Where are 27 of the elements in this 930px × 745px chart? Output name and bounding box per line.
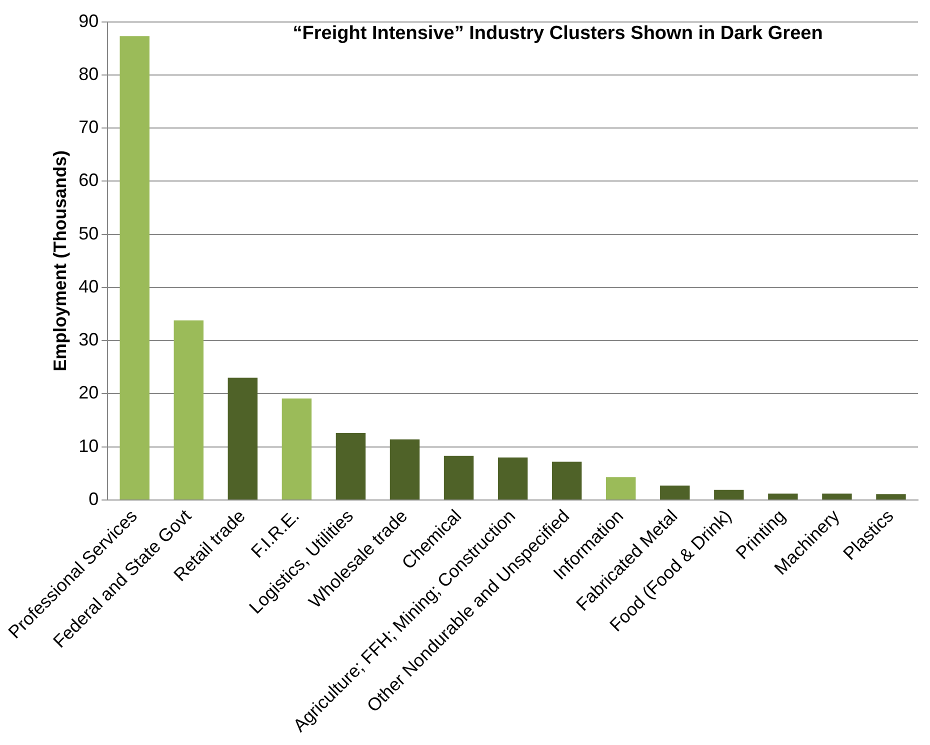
bar xyxy=(174,320,204,500)
bar xyxy=(768,494,798,500)
y-tick-label: 40 xyxy=(78,276,99,296)
bar xyxy=(552,462,582,500)
y-tick-label: 50 xyxy=(78,223,99,244)
y-tick-label: 30 xyxy=(78,330,99,350)
bar xyxy=(228,378,258,500)
bar xyxy=(660,486,690,500)
y-tick-label: 60 xyxy=(78,170,99,190)
y-tick-label: 20 xyxy=(78,382,99,403)
y-tick-label: 90 xyxy=(78,10,99,31)
bar xyxy=(606,477,636,500)
y-tick-label: 70 xyxy=(78,117,99,138)
y-tick-label: 80 xyxy=(78,64,99,84)
y-axis-title: Employment (Thousands) xyxy=(50,150,70,372)
bar xyxy=(498,457,528,500)
bar xyxy=(282,398,312,500)
bar xyxy=(390,439,420,500)
bar xyxy=(714,490,744,500)
bar xyxy=(822,494,852,500)
bar xyxy=(336,433,366,500)
bar xyxy=(876,494,906,500)
chart-title: “Freight Intensive” Industry Clusters Shown in Dark Green xyxy=(292,23,823,44)
y-tick-label: 0 xyxy=(88,488,99,509)
bar xyxy=(120,36,150,500)
bar xyxy=(444,456,474,500)
y-tick-label: 10 xyxy=(78,436,99,456)
